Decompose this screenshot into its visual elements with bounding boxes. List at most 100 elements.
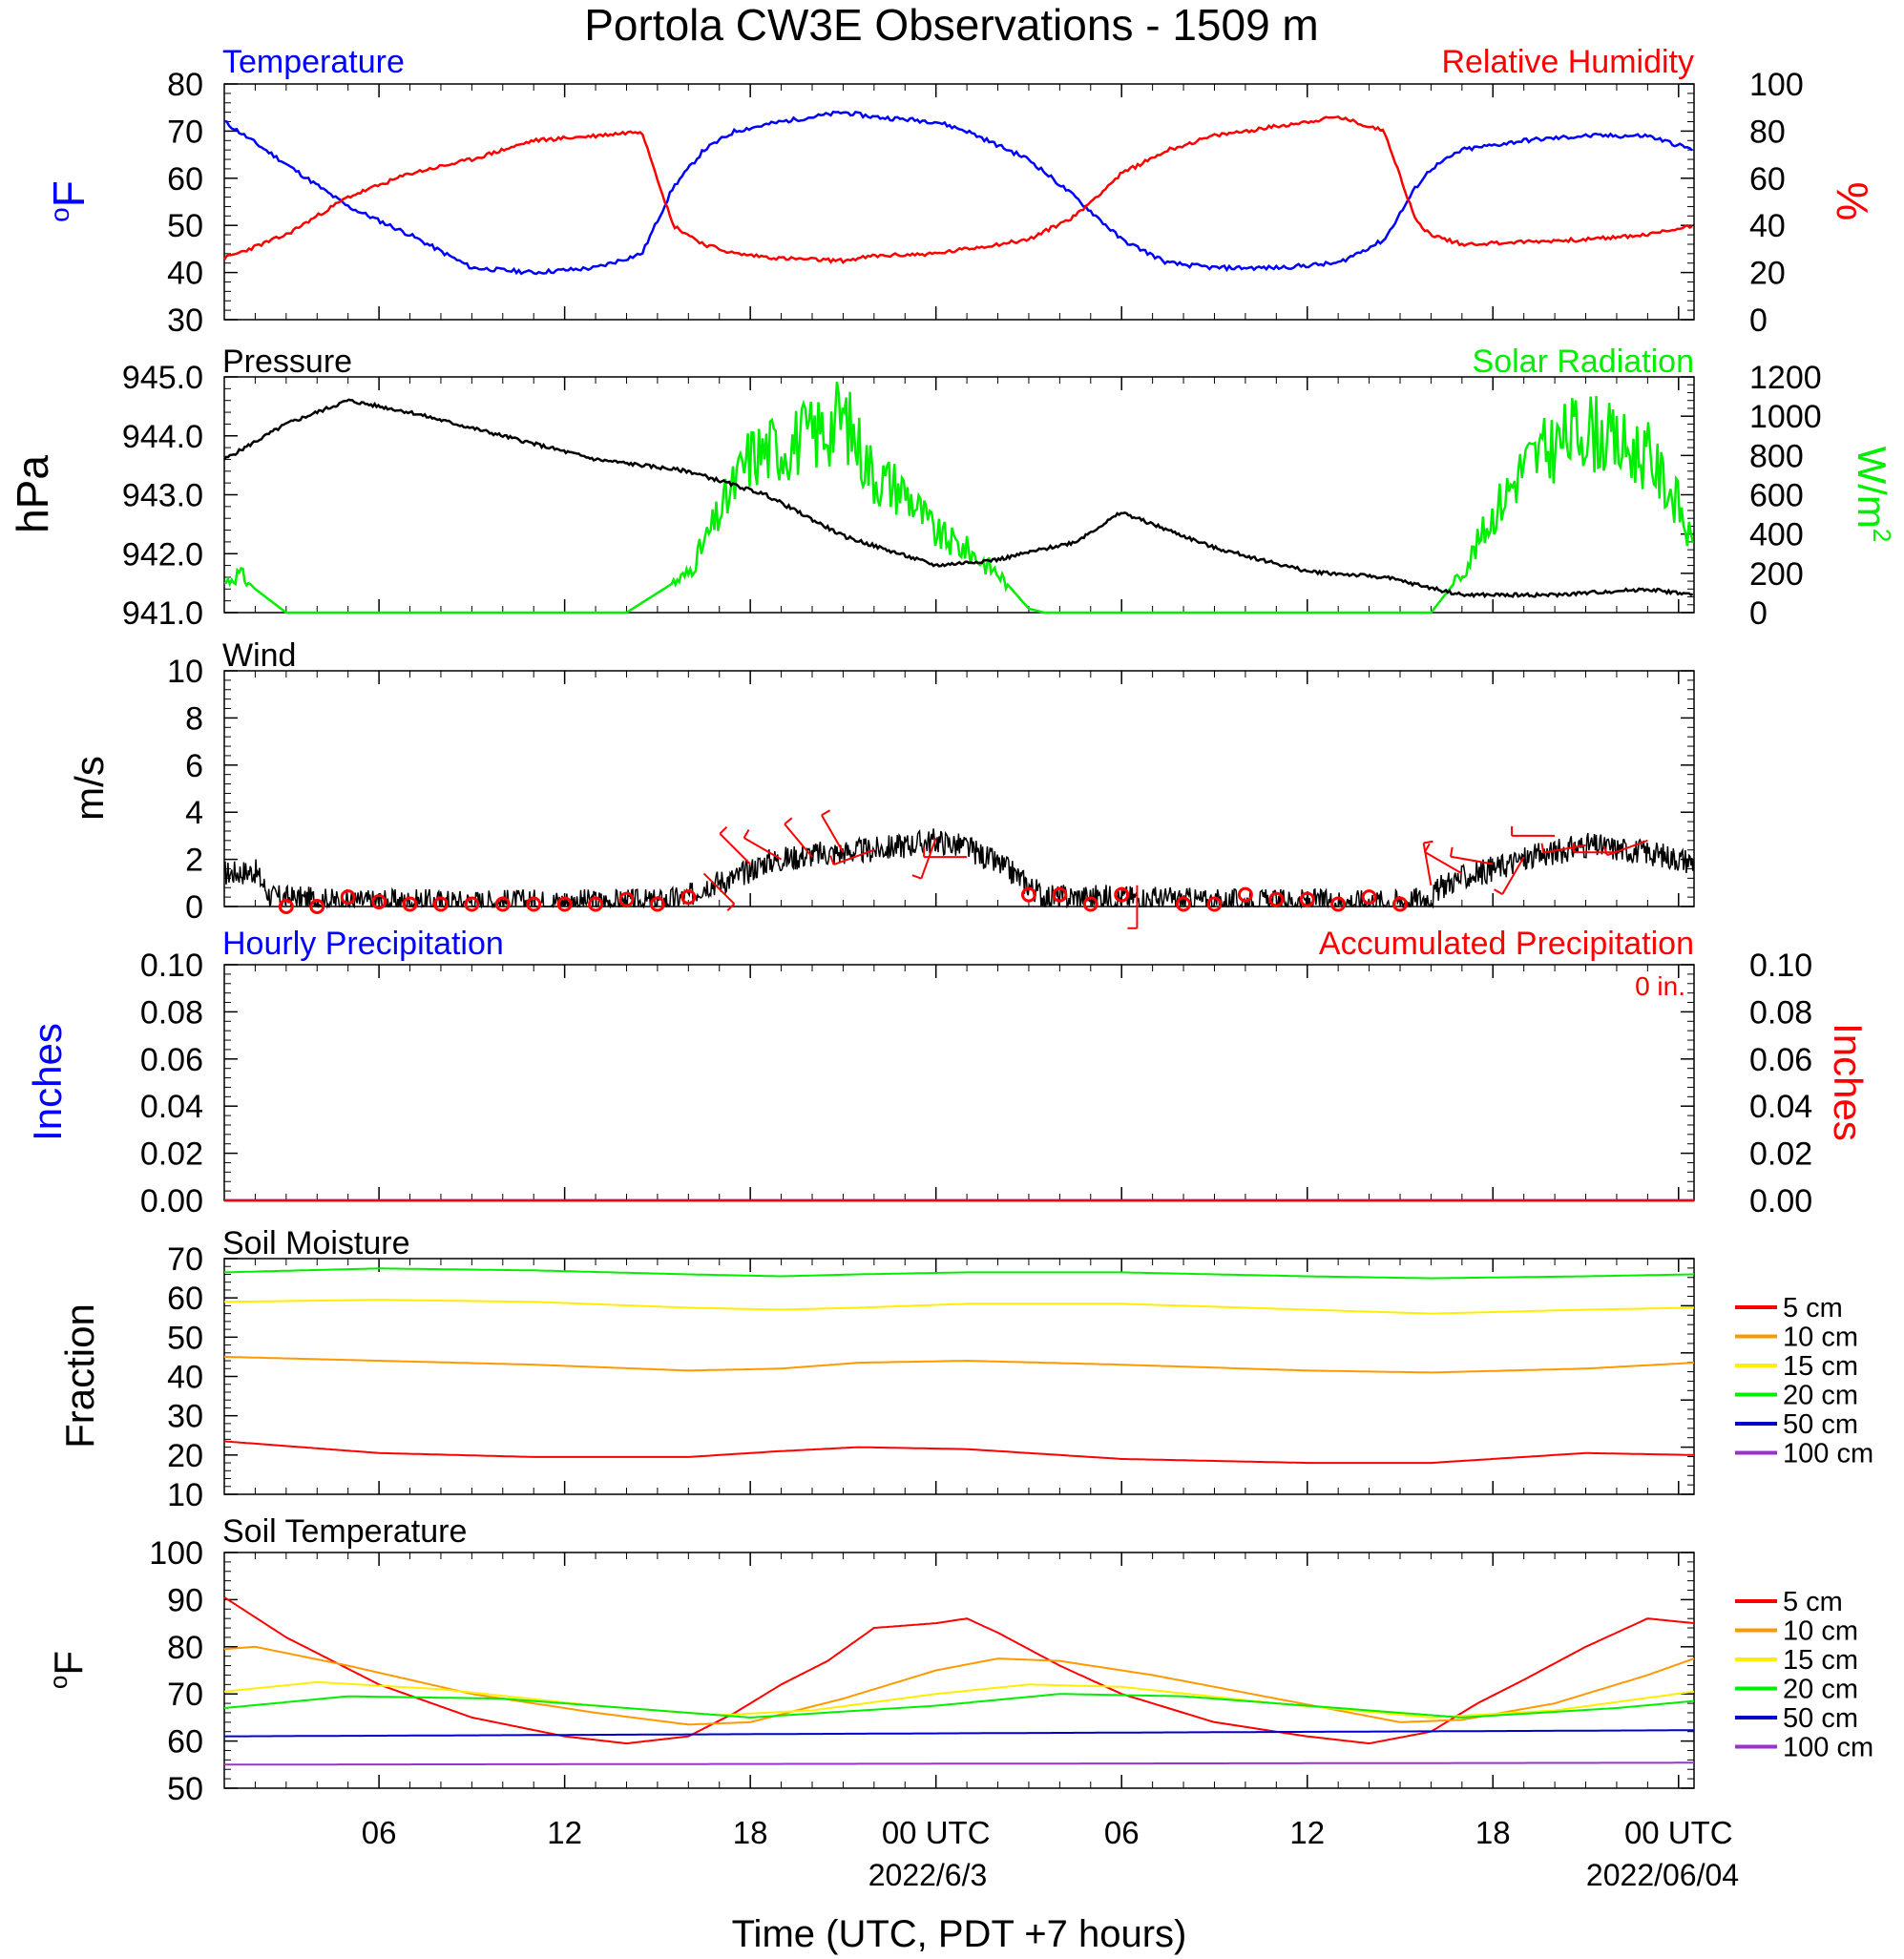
panel3-x-ticks	[223, 671, 1680, 907]
pressure-line	[222, 398, 1694, 599]
wind-barb-flag	[784, 817, 793, 825]
soil-temperature-title: Soil Temperature	[222, 1513, 467, 1550]
soil-moisture-line	[223, 1299, 1694, 1315]
y-tick-label: 100	[1749, 67, 1804, 103]
panel6-x-ticks	[223, 1553, 1680, 1788]
wind-barb-flag	[1602, 845, 1609, 856]
wind-barb	[1501, 856, 1525, 895]
wind-barb	[1422, 843, 1433, 886]
y-tick-label: 20	[1749, 256, 1786, 292]
x-axis-title: Time (UTC, PDT +7 hours)	[732, 1913, 1187, 1955]
y-tick-label: 20	[167, 1438, 203, 1474]
pressure-y-ticks: 945.0 944.0 943.0 942.0 941.0	[122, 360, 238, 632]
x-tick-label: 00 UTC	[882, 1815, 991, 1850]
humidity-y-ticks: 100 80 60 40 20 0	[1681, 67, 1804, 339]
y-tick-label: 942.0	[122, 536, 203, 573]
calm-wind-circle	[526, 896, 542, 912]
panel-pressure-solar: Pressure Solar Radiation hPa W/m2 945.09…	[8, 344, 1896, 632]
panel-wind: Wind m/s 10 8 6 4 2 0	[67, 637, 1695, 929]
humidity-unit-label: %	[1828, 182, 1877, 221]
y-tick-label: 40	[167, 256, 203, 292]
calm-wind-circle	[309, 899, 325, 914]
wind-barb-flag	[1449, 846, 1454, 857]
wind-barb	[743, 837, 783, 861]
calm-wind-circle	[278, 899, 294, 914]
y-tick-label: 2	[185, 843, 203, 879]
calm-wind-circle	[1268, 891, 1285, 907]
y-tick-label: 50	[167, 1320, 203, 1356]
calm-wind-circle	[618, 891, 635, 907]
wind-barb-flag	[719, 825, 728, 835]
soil-moisture-unit-label: Fraction	[57, 1303, 102, 1448]
calm-wind-circle	[1361, 889, 1377, 906]
soil-temperature-y-ticks: 100 90 80 70 60 50	[149, 1535, 238, 1807]
wind-barb-flag	[911, 874, 922, 880]
y-tick-label: 40	[1749, 208, 1786, 244]
y-tick-label: 0.10	[1749, 948, 1812, 984]
panel1-x-ticks	[223, 84, 1680, 320]
legend-label: 15 cm	[1783, 1351, 1858, 1382]
calm-wind-circle	[649, 896, 665, 912]
calm-wind-circle	[588, 896, 604, 912]
wind-barb-flag	[1540, 843, 1545, 853]
y-tick-label: 90	[167, 1582, 203, 1618]
legend-label: 100 cm	[1783, 1733, 1873, 1763]
y-tick-label: 60	[167, 1281, 203, 1317]
soil-temperature-line	[224, 1761, 1694, 1766]
calm-wind-circle	[464, 896, 480, 912]
soil-temperature-line	[223, 1729, 1695, 1738]
panel-precipitation: Hourly Precipitation Accumulated Precipi…	[25, 926, 1871, 1219]
chart-title: Portola CW3E Observations - 1509 m	[584, 0, 1319, 50]
wind-barb	[1606, 839, 1648, 857]
x-tick-label: 18	[1475, 1815, 1511, 1850]
calm-wind-circle	[1330, 896, 1347, 912]
wind-barb-flag	[829, 855, 835, 865]
legend-label: 50 cm	[1783, 1409, 1858, 1440]
calm-wind-circle	[1392, 896, 1408, 912]
y-tick-label: 0.08	[140, 994, 203, 1031]
x-tick-label: 06	[1104, 1815, 1140, 1850]
y-tick-label: 60	[1749, 161, 1786, 198]
x-tick-label: 00 UTC	[1624, 1815, 1733, 1850]
calm-wind-circle	[1052, 886, 1068, 903]
pressure-title: Pressure	[222, 344, 352, 380]
date-label-1: 2022/6/3	[868, 1858, 988, 1892]
y-tick-label: 0.00	[140, 1183, 203, 1219]
y-tick-label: 4	[185, 795, 203, 831]
calm-wind-circle	[1020, 886, 1036, 903]
wind-right-ticks	[1681, 670, 1694, 907]
wind-barb	[821, 814, 845, 853]
y-tick-label: 10	[167, 1477, 203, 1513]
y-tick-label: 80	[167, 67, 203, 103]
soil-temperature-line	[223, 1596, 1695, 1745]
wind-barb	[833, 848, 875, 866]
soil-moisture-line	[223, 1440, 1694, 1465]
date-label-2: 2022/06/04	[1586, 1858, 1739, 1892]
y-tick-label: 943.0	[122, 478, 203, 514]
y-tick-label: 0.06	[1749, 1042, 1812, 1078]
y-tick-label: 80	[1749, 114, 1786, 150]
x-axis-tick-labels: 06 12 18 00 UTC 06 12 18 00 UTC	[362, 1815, 1733, 1850]
wind-barb	[784, 823, 813, 858]
x-tick-label: 06	[362, 1815, 397, 1850]
y-tick-label: 1000	[1749, 399, 1822, 435]
solar-radiation-line	[223, 382, 1694, 615]
soil-moisture-right-ticks	[1681, 1258, 1694, 1495]
wind-barb	[1450, 855, 1494, 865]
soil-moisture-lines	[223, 1267, 1695, 1465]
y-tick-label: 0.00	[1749, 1183, 1812, 1219]
legend-label: 10 cm	[1783, 1323, 1858, 1353]
precip-right-y-ticks: 0.10 0.08 0.06 0.04 0.02 0.00	[1681, 948, 1812, 1219]
wind-barb-flag	[1494, 888, 1503, 895]
y-tick-label: 600	[1749, 478, 1804, 514]
panel5-x-ticks	[223, 1259, 1680, 1494]
accumulated-precip-title: Accumulated Precipitation	[1319, 926, 1694, 962]
wind-barb	[1543, 844, 1586, 854]
calm-wind-circle	[1082, 896, 1098, 912]
temperature-unit-label: oF	[44, 180, 94, 222]
